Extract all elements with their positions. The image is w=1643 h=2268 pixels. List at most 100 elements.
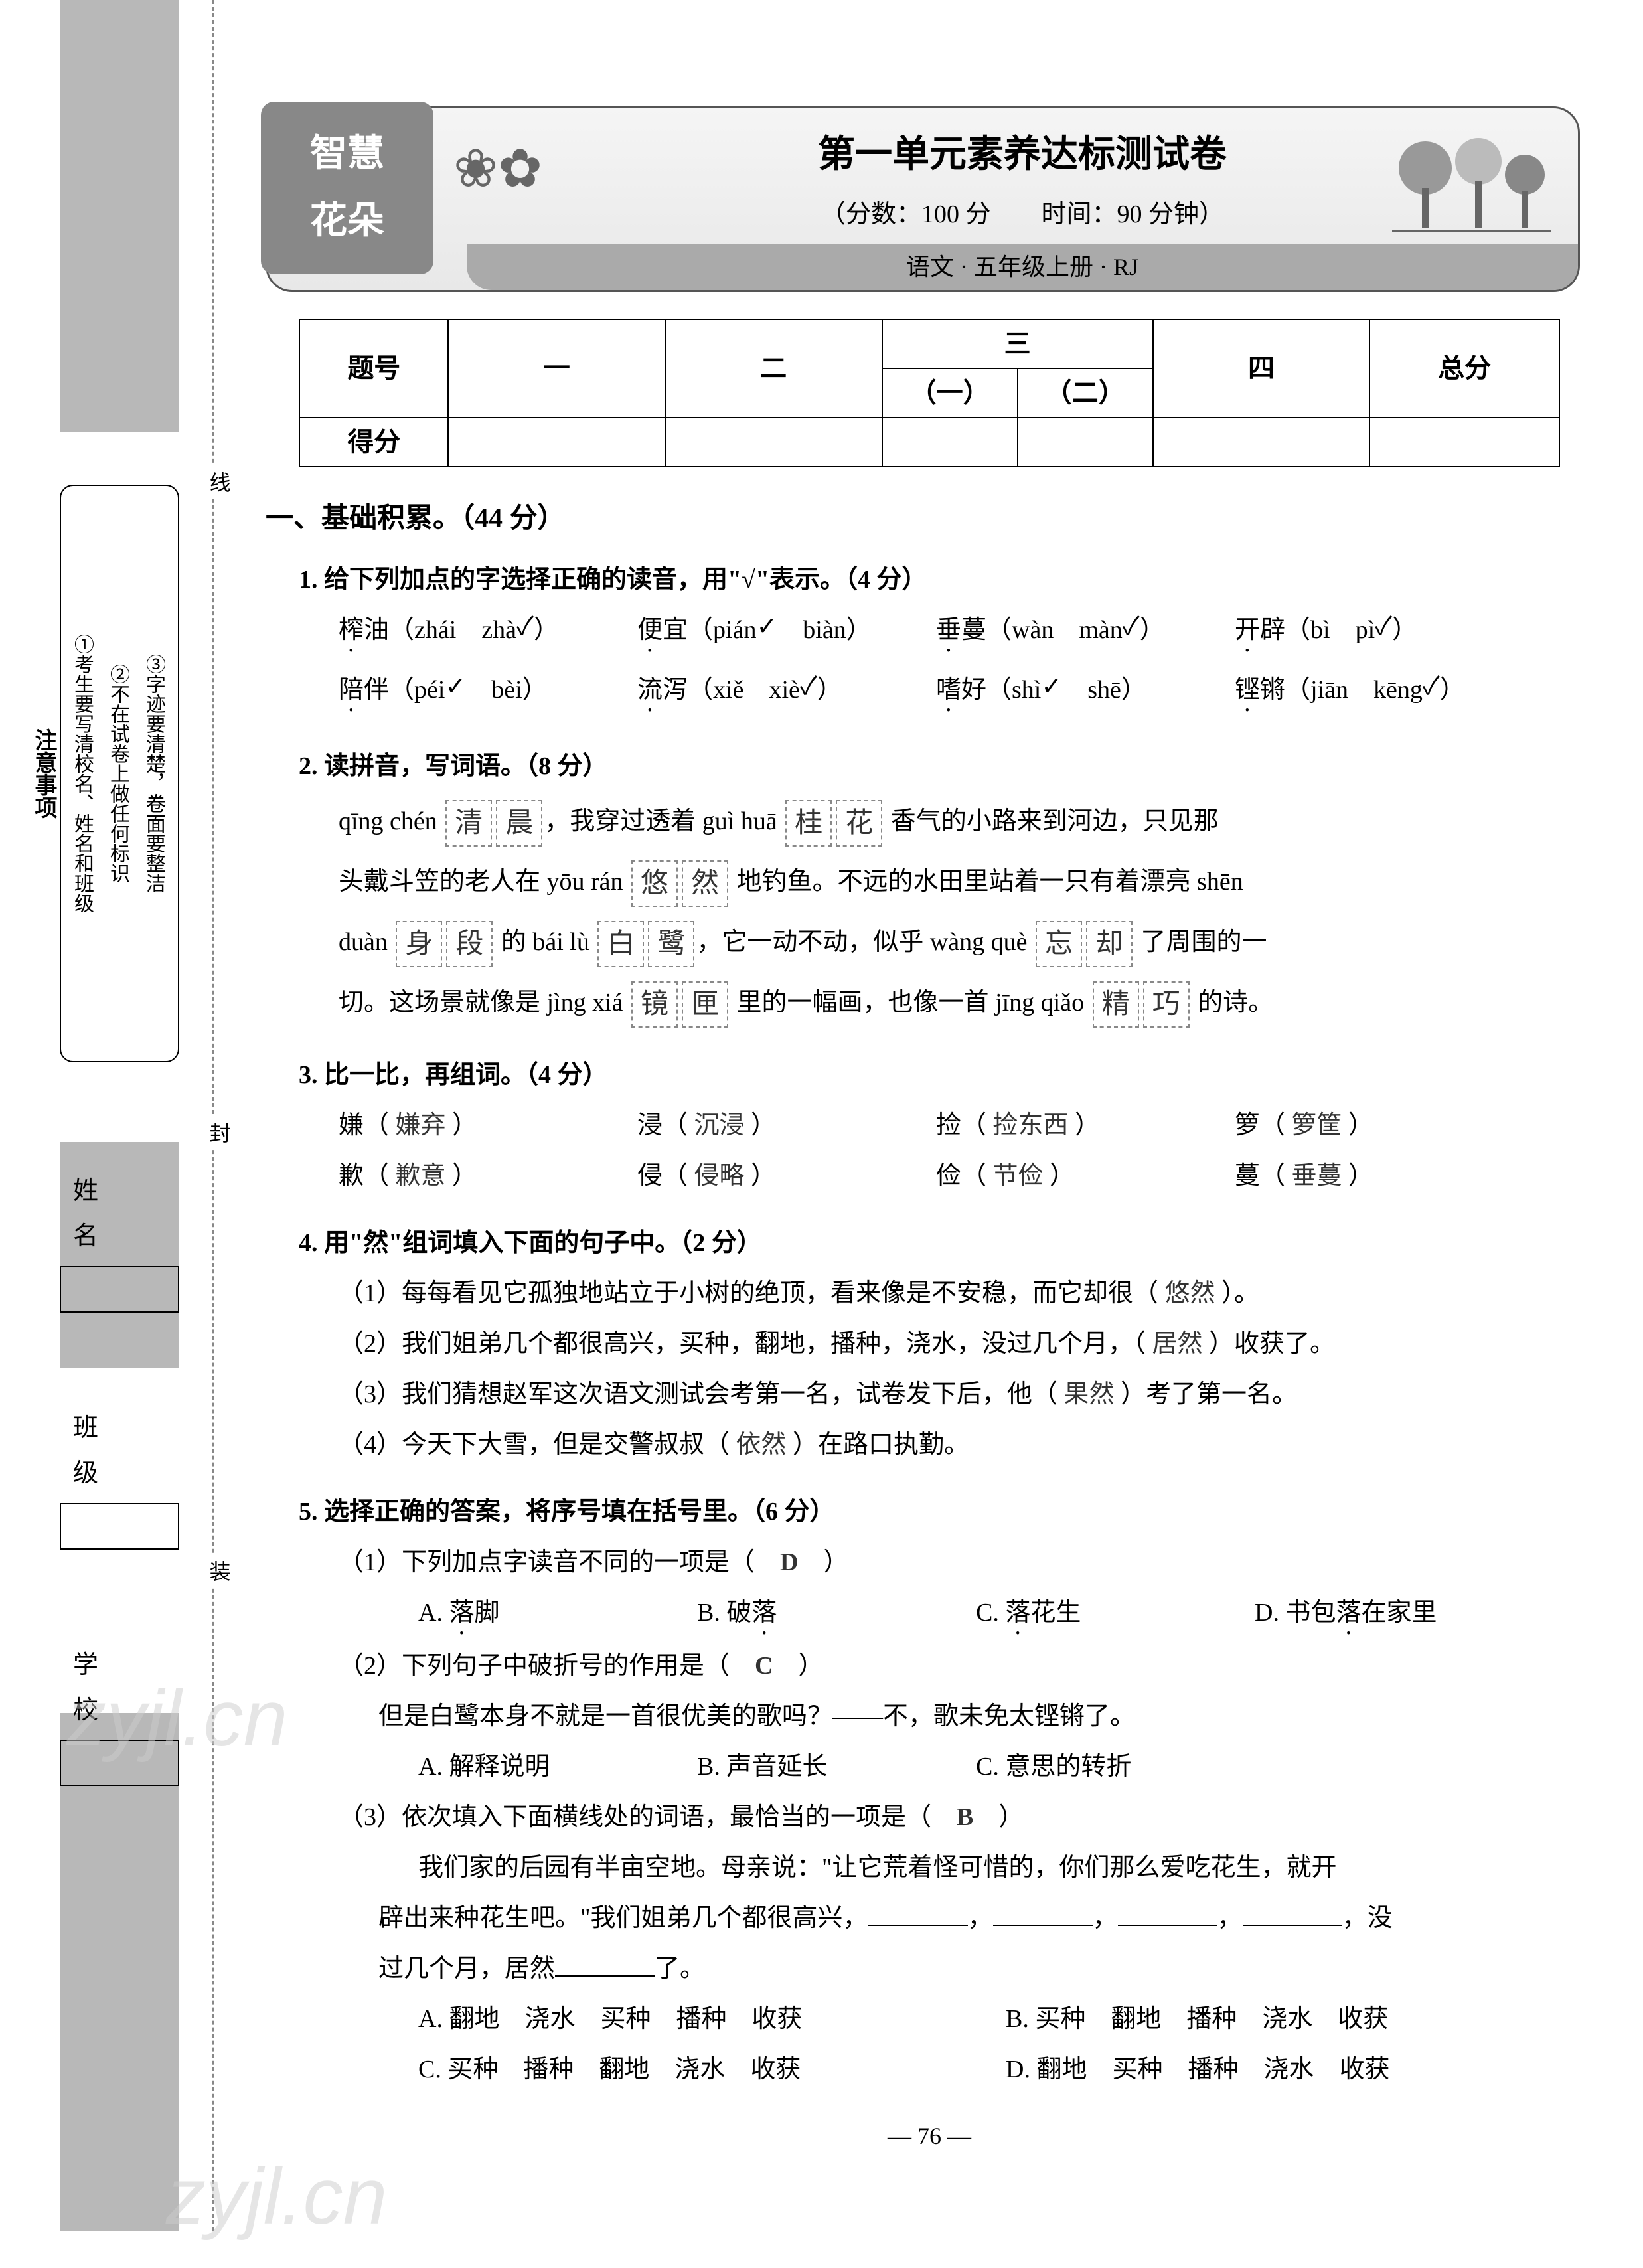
question-5: 5. 选择正确的答案，将序号填在括号里。（6 分） （1）下列加点字读音不同的一… [299, 1487, 1593, 2095]
question-2: 2. 读拼音，写词语。（8 分） qīng chén 清晨，我穿过透着 guì … [299, 741, 1593, 1034]
q5-3-ans: B [957, 1803, 973, 1831]
section1-title: 一、基础积累。（44 分） [266, 494, 1593, 544]
passage-text: ，没 [1342, 1904, 1393, 1932]
word-item: 浸（ 沉浸 ） [637, 1100, 936, 1151]
q5-2-sentence: 但是白鹭本身不就是一首很优美的歌吗？——不，歌未免太铿锵了。 [378, 1691, 1593, 1742]
q1-items: 榨油（zhái zhà✓）便宜（pián✓ biàn）垂蔓（wàn màn✓）开… [339, 605, 1593, 724]
word-item: 箩（ 箩筐 ） [1235, 1100, 1533, 1151]
row-score-label: 得分 [299, 418, 448, 467]
choice-item: B. 声音延长 [697, 1742, 976, 1792]
class-label: 班 级 [60, 1406, 193, 1497]
page-num-value: 76 [917, 2123, 941, 2149]
q5-1-after: ） [824, 1548, 849, 1576]
q5-3: （3）依次填入下面横线处的词语，最恰当的一项是（ B ） [339, 1792, 1593, 1842]
pinyin-item: 榨油（zhái zhà✓） [339, 605, 637, 658]
choice-item: C. 落花生 [976, 1587, 1255, 1641]
notice-panel: ③字迹要清楚，卷面要整洁 ②不在试卷上做任何标识 ①考生要写清校名、姓名和班级 … [60, 485, 179, 1062]
cut-label-zhuang: 装 [199, 1554, 238, 1588]
student-info: 姓 名 班 级 学 校 [60, 1169, 193, 1879]
th-total: 总分 [1369, 319, 1559, 418]
fill-blank[interactable] [1118, 1900, 1217, 1926]
q3-row2: 歉（ 歉意 ）侵（ 侵略 ）俭（ 节俭 ）蔓（ 垂蔓 ） [339, 1151, 1593, 1201]
th-1: 一 [448, 319, 665, 418]
pinyin-item: 便宜（pián✓ biàn） [637, 605, 936, 658]
q5-1-ans: D [780, 1548, 798, 1576]
q4-content: （1）每每看见它孤独地站立于小树的绝顶，看来像是不安稳，而它却很（ 悠然 ）。（… [339, 1268, 1593, 1470]
q5-2-after: ） [799, 1652, 824, 1680]
class-input[interactable] [60, 1503, 179, 1550]
score-cell[interactable] [882, 418, 1018, 467]
notice-item: ①考生要写清校名、姓名和班级 [64, 499, 100, 1048]
th-2: 二 [665, 319, 882, 418]
word-item: 侵（ 侵略 ） [637, 1151, 936, 1201]
notice-item: ③字迹要清楚，卷面要整洁 [135, 499, 171, 1048]
word-item: 嫌（ 嫌弃 ） [339, 1100, 637, 1151]
q5-3-passage3: 过几个月，居然 了。 [378, 1943, 1593, 1994]
passage-text: 过几个月，居然 [378, 1955, 555, 1983]
choice-item: A. 翻地 浇水 买种 播种 收获 [418, 1994, 1006, 2044]
passage-text: 了。 [655, 1955, 705, 1983]
fill-blank[interactable] [993, 1900, 1093, 1926]
th-3: 三 [882, 319, 1153, 368]
q1-title: 1. 给下列加点的字选择正确的读音，用"√"表示。（4 分） [299, 554, 1593, 605]
q5-2-text: （2）下列句子中破折号的作用是（ [339, 1652, 730, 1680]
word-item: 蔓（ 垂蔓 ） [1235, 1151, 1533, 1201]
q5-2-choices: A. 解释说明B. 声音延长C. 意思的转折 [418, 1742, 1593, 1792]
name-label: 姓 名 [60, 1169, 193, 1259]
th-3-2: （二） [1018, 368, 1153, 418]
score-cell[interactable] [1153, 418, 1370, 467]
badge-line2: 花朵 [310, 188, 384, 255]
q5-3-passage: 我们家的后园有半亩空地。母亲说："让它荒着怪可惜的，你们那么爱吃花生，就开 [418, 1842, 1593, 1893]
q5-3-passage2: 辟出来种花生吧。"我们姐弟几个都很高兴，，，，，没 [378, 1893, 1593, 1943]
cut-label-feng: 封 [199, 1115, 238, 1150]
q3-row1: 嫌（ 嫌弃 ）浸（ 沉浸 ）捡（ 捡东西 ）箩（ 箩筐 ） [339, 1100, 1593, 1151]
school-label: 学 校 [60, 1643, 193, 1734]
question-4: 4. 用"然"组词填入下面的句子中。（2 分） （1）每每看见它孤独地站立于小树… [299, 1218, 1593, 1470]
exam-footer: 语文 · 五年级上册 · RJ [467, 244, 1578, 290]
flower-icon: ❀✿ [453, 121, 542, 217]
q5-2-ans: C [755, 1652, 773, 1680]
q5-1: （1）下列加点字读音不同的一项是（ D ） [339, 1537, 1593, 1587]
passage-text: 辟出来种花生吧。"我们姐弟几个都很高兴， [378, 1904, 868, 1932]
choice-item: C. 买种 播种 翻地 浇水 收获 [418, 2044, 1006, 2095]
score-cell[interactable] [1369, 418, 1559, 467]
fill-blank[interactable] [555, 1950, 655, 1977]
q4-item: （3）我们猜想赵军这次语文测试会考第一名，试卷发下后，他（ 果然 ）考了第一名。 [339, 1369, 1593, 1419]
word-item: 俭（ 节俭 ） [936, 1151, 1235, 1201]
passage-text: 我们家的后园有半亩空地。母亲说："让它荒着怪可惜的，你们那么爱吃花生，就开 [418, 1854, 1337, 1882]
choice-item: A. 落脚 [418, 1587, 697, 1641]
fill-blank[interactable] [1243, 1900, 1342, 1926]
score-cell[interactable] [665, 418, 882, 467]
th-4: 四 [1153, 319, 1370, 418]
choice-item: D. 书包落在家里 [1255, 1587, 1533, 1641]
score-table: 题号 一 二 三 四 总分 （一） （二） 得分 [299, 319, 1560, 467]
th-num: 题号 [299, 319, 448, 418]
score-cell[interactable] [1018, 418, 1153, 467]
school-input[interactable] [60, 1740, 179, 1786]
badge: 智慧 花朵 [261, 102, 433, 274]
choice-item: C. 意思的转折 [976, 1742, 1255, 1792]
q5-1-choices: A. 落脚B. 破落C. 落花生D. 书包落在家里 [418, 1587, 1593, 1641]
q5-3-text: （3）依次填入下面横线处的词语，最恰当的一项是（ [339, 1803, 931, 1831]
q2-title: 2. 读拼音，写词语。（8 分） [299, 741, 1593, 791]
choice-item: A. 解释说明 [418, 1742, 697, 1792]
q4-item: （4）今天下大雪，但是交警叔叔（ 依然 ）在路口执勤。 [339, 1419, 1593, 1470]
q4-item: （1）每每看见它孤独地站立于小树的绝顶，看来像是不安稳，而它却很（ 悠然 ）。 [339, 1268, 1593, 1319]
main-content: 智慧 花朵 ❀✿ 第一单元素养达标测试卷 （分数：100 分 时间：90 分钟）… [266, 106, 1593, 2158]
fill-blank[interactable] [868, 1900, 968, 1926]
word-item: 捡（ 捡东西 ） [936, 1100, 1235, 1151]
pinyin-item: 开辟（bì pì✓） [1235, 605, 1533, 658]
notice-item: ②不在试卷上做任何标识 [100, 499, 135, 1048]
pinyin-item: 陪伴（péi✓ bèi） [339, 665, 637, 718]
page-number: — 76 — [266, 2115, 1593, 2158]
pinyin-item: 流泻（xiě xiè✓） [637, 665, 936, 718]
question-3: 3. 比一比，再组词。（4 分） 嫌（ 嫌弃 ）浸（ 沉浸 ）捡（ 捡东西 ）箩… [299, 1050, 1593, 1201]
score-cell[interactable] [448, 418, 665, 467]
notice-title: 注意事项 [23, 499, 64, 1048]
name-input[interactable] [60, 1266, 179, 1313]
pinyin-item: 嗜好（shì✓ shē） [936, 665, 1235, 718]
header-banner: 智慧 花朵 ❀✿ 第一单元素养达标测试卷 （分数：100 分 时间：90 分钟）… [266, 106, 1580, 292]
badge-line1: 智慧 [310, 121, 384, 188]
question-1: 1. 给下列加点的字选择正确的读音，用"√"表示。（4 分） 榨油（zhái z… [299, 554, 1593, 724]
q4-item: （2）我们姐弟几个都很高兴，买种，翻地，播种，浇水，没过几个月，（ 居然 ）收获… [339, 1319, 1593, 1369]
